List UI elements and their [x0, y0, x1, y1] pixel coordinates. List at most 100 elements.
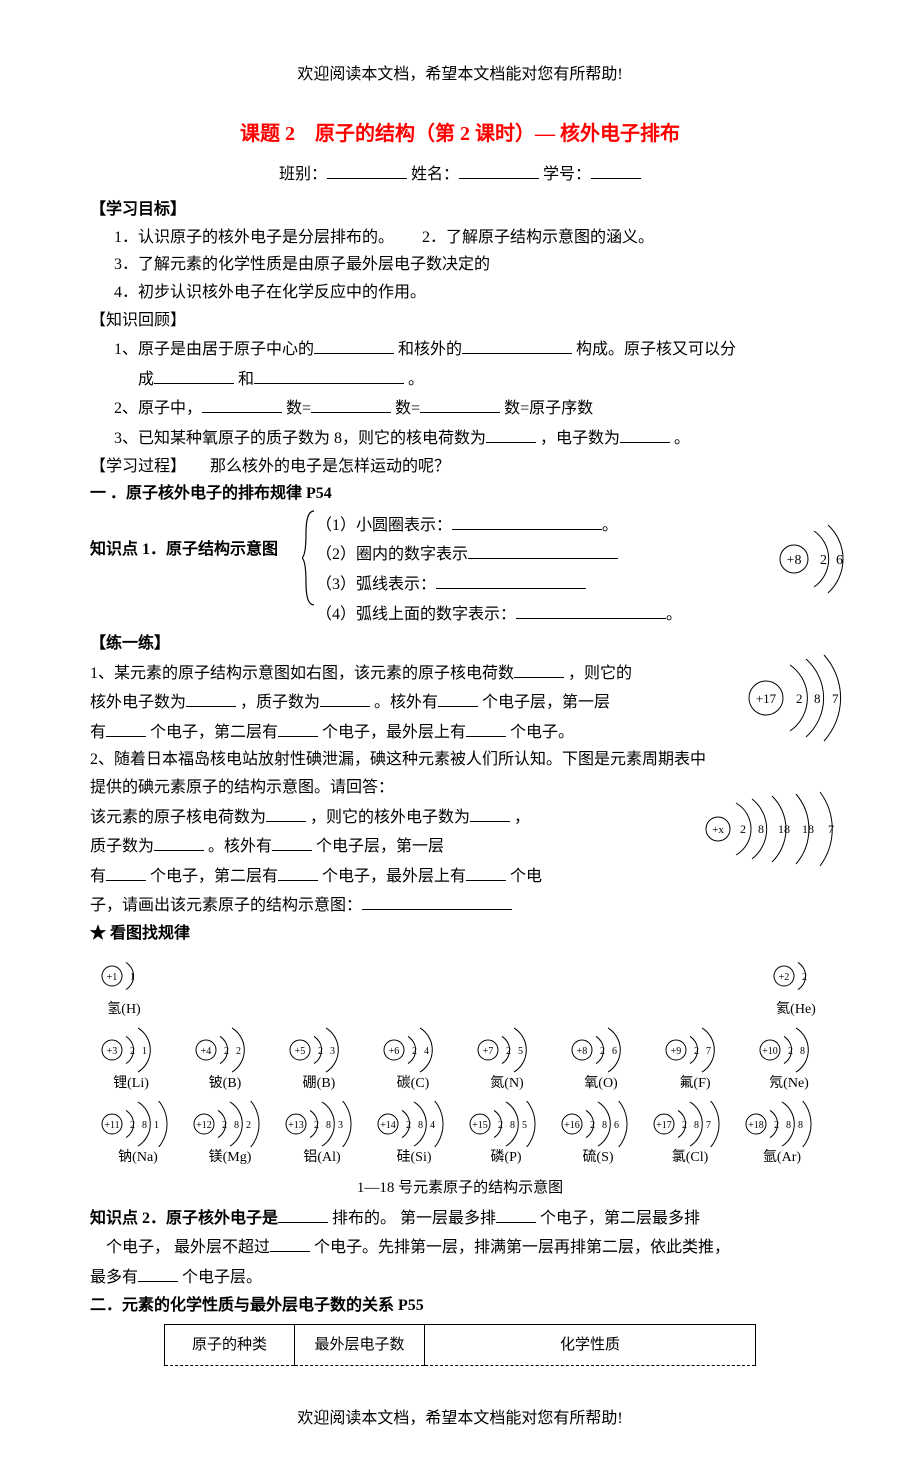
svg-text:5: 5	[518, 1046, 523, 1057]
svg-text:8: 8	[142, 1120, 147, 1131]
review-1-cont: 成 和 。	[90, 365, 830, 393]
blank[interactable]	[254, 365, 404, 384]
blank[interactable]	[420, 394, 500, 413]
blank[interactable]	[278, 718, 318, 737]
element-cell: +11氢(H)	[100, 953, 148, 1021]
periodic-row-1: +11氢(H)+22氦(He)	[90, 953, 830, 1021]
blank[interactable]	[486, 424, 536, 443]
kp1-1: （1）小圆圈表示：	[316, 517, 452, 534]
element-cell: +1028氖(Ne)	[758, 1027, 820, 1095]
kp2-c: 个电子，第二层最多排	[540, 1210, 700, 1227]
kp2-cont: 个电子， 最外层不超过 个电子。先排第一层，排满第一层再排第二层，依此类推，	[90, 1233, 830, 1261]
element-cell: +523硼(B)	[288, 1027, 350, 1095]
oxygen-atom-diagram: +8 2 6	[770, 519, 860, 599]
blank[interactable]	[266, 803, 306, 822]
blank[interactable]	[314, 335, 394, 354]
iodine-atom-diagram: +x 2 8 18 18 7	[700, 789, 860, 869]
goal-3: 3．了解元素的化学性质是由原子最外层电子数决定的	[90, 252, 830, 278]
svg-text:1: 1	[154, 1120, 159, 1131]
svg-text:6: 6	[614, 1120, 619, 1131]
blank[interactable]	[516, 600, 666, 619]
class-blank[interactable]	[327, 160, 407, 179]
blank[interactable]	[496, 1204, 536, 1223]
q2-i: 有	[90, 868, 106, 885]
practice-heading: 【练一练】	[90, 631, 830, 657]
svg-text:2: 2	[600, 1046, 605, 1057]
blank[interactable]	[452, 511, 602, 530]
blank[interactable]	[362, 891, 512, 910]
periodic-caption: 1—18 号元素原子的结构示意图	[90, 1176, 830, 1200]
blank[interactable]	[272, 832, 312, 851]
blank[interactable]	[138, 1263, 178, 1282]
kp1-4b: 。	[666, 606, 682, 623]
svg-text:2: 2	[314, 1120, 319, 1131]
document-title: 课题 2 原子的结构（第 2 课时）— 核外电子排布	[90, 118, 830, 150]
svg-text:2: 2	[682, 1120, 687, 1131]
blank[interactable]	[436, 570, 586, 589]
name-blank[interactable]	[459, 160, 539, 179]
blank[interactable]	[278, 1204, 328, 1223]
svg-text:2: 2	[796, 691, 803, 706]
q1-b: ，则它的	[568, 665, 632, 682]
svg-text:3: 3	[338, 1120, 343, 1131]
svg-text:2: 2	[740, 822, 746, 836]
class-label: 班别：	[279, 166, 327, 183]
chlorine-atom-diagram: +17 2 8 7	[740, 653, 860, 743]
svg-text:2: 2	[224, 1046, 229, 1057]
blank[interactable]	[270, 1233, 310, 1252]
blank[interactable]	[514, 659, 564, 678]
blank[interactable]	[311, 394, 391, 413]
svg-text:2: 2	[130, 1120, 135, 1131]
svg-text:+1: +1	[107, 972, 118, 983]
svg-text:2: 2	[246, 1120, 251, 1131]
review-1b: 和核外的	[398, 341, 462, 358]
svg-text:18: 18	[778, 822, 790, 836]
blank[interactable]	[620, 424, 670, 443]
id-blank[interactable]	[591, 160, 641, 179]
review-1d: 成	[138, 371, 154, 388]
review-2c: 数=	[395, 400, 420, 417]
blank[interactable]	[202, 394, 282, 413]
svg-text:+4: +4	[201, 1046, 212, 1057]
student-info-line: 班别： 姓名： 学号：	[90, 160, 830, 188]
blank[interactable]	[466, 862, 506, 881]
svg-text:1: 1	[130, 972, 135, 983]
section-2-heading: 二．元素的化学性质与最外层电子数的关系 P55	[90, 1293, 830, 1319]
q1-d: ，质子数为	[240, 694, 320, 711]
review-1: 1、原子是由居于原子中心的 和核外的 构成。原子核又可以分	[90, 335, 830, 363]
blank[interactable]	[106, 718, 146, 737]
table-row: 原子的种类 最外层电子数 化学性质	[165, 1325, 756, 1366]
blank[interactable]	[186, 688, 236, 707]
star-heading: ★ 看图找规律	[90, 921, 830, 947]
blank[interactable]	[320, 688, 370, 707]
svg-text:+15: +15	[472, 1120, 488, 1131]
blank[interactable]	[462, 335, 572, 354]
id-label: 学号：	[543, 166, 591, 183]
name-label: 姓名：	[411, 166, 459, 183]
blank[interactable]	[154, 365, 234, 384]
q1-f: 个电子层，第一层	[482, 694, 610, 711]
kp1-list: （1）小圆圈表示：。 （2）圈内的数字表示 （3）弧线表示： （4）弧线上面的数…	[316, 509, 682, 629]
svg-text:+16: +16	[564, 1120, 580, 1131]
q1-h: 个电子，第二层有	[150, 724, 278, 741]
q2-c: 该元素的原子核电荷数为	[90, 809, 266, 826]
blank[interactable]	[154, 832, 204, 851]
svg-text:+17: +17	[756, 691, 777, 706]
svg-text:+2: +2	[779, 972, 790, 983]
q1-g: 有	[90, 724, 106, 741]
kp1-label: 知识点 1．原子结构示意图	[90, 509, 278, 563]
blank[interactable]	[278, 862, 318, 881]
blank[interactable]	[466, 718, 506, 737]
blank[interactable]	[468, 540, 618, 559]
kp2-b: 排布的。 第一层最多排	[332, 1210, 496, 1227]
blank[interactable]	[106, 862, 146, 881]
svg-text:8: 8	[694, 1120, 699, 1131]
review-1a: 1、原子是由居于原子中心的	[114, 341, 314, 358]
goal-4: 4．初步认识核外电子在化学反应中的作用。	[90, 280, 830, 306]
knowledge-point-2: 知识点 2．原子核外电子是 排布的。 第一层最多排 个电子，第二层最多排	[90, 1204, 830, 1232]
blank[interactable]	[438, 688, 478, 707]
svg-text:3: 3	[330, 1046, 335, 1057]
blank[interactable]	[470, 803, 510, 822]
svg-text:2: 2	[788, 1046, 793, 1057]
svg-text:2: 2	[130, 1046, 135, 1057]
